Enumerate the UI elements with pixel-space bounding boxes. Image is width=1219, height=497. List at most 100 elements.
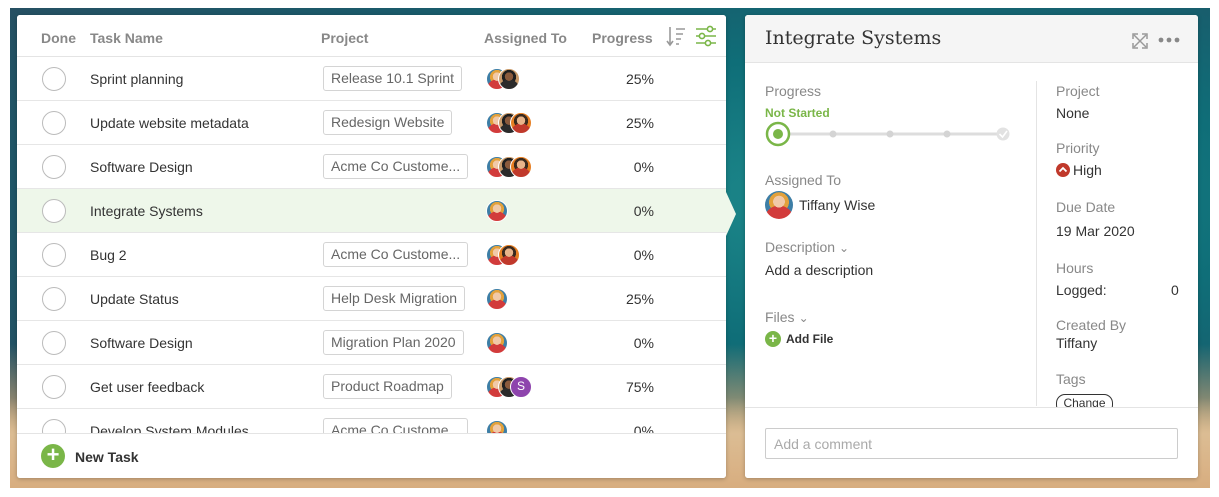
task-detail-panel: Integrate Systems Progress Not Started A… xyxy=(745,15,1198,478)
progress-value: 0% xyxy=(633,247,654,263)
header-progress[interactable]: Progress xyxy=(592,30,653,46)
project-tag[interactable]: Acme Co Custome... xyxy=(323,154,469,179)
done-checkbox[interactable] xyxy=(42,331,66,355)
detail-title[interactable]: Integrate Systems xyxy=(765,27,942,49)
project-tag[interactable]: Acme Co Custome... xyxy=(323,418,469,433)
comment-bar xyxy=(745,407,1198,478)
avatar xyxy=(510,156,532,178)
progress-value: 25% xyxy=(625,291,654,307)
done-checkbox[interactable] xyxy=(42,111,66,135)
filter-settings-icon[interactable] xyxy=(695,25,717,47)
task-rows: Sprint planning Release 10.1 Sprint 25% … xyxy=(17,57,726,433)
done-checkbox[interactable] xyxy=(42,419,66,433)
comment-input[interactable] xyxy=(765,428,1178,459)
avatar xyxy=(486,332,508,354)
task-name[interactable]: Develop System Modules xyxy=(90,423,249,433)
header-task-name[interactable]: Task Name xyxy=(90,30,163,46)
done-checkbox[interactable] xyxy=(42,155,66,179)
task-name[interactable]: Bug 2 xyxy=(90,247,127,263)
task-name[interactable]: Integrate Systems xyxy=(90,203,203,219)
more-options-icon[interactable] xyxy=(1158,37,1180,43)
task-name[interactable]: Get user feedback xyxy=(90,379,205,395)
done-checkbox[interactable] xyxy=(42,375,66,399)
avatar xyxy=(498,244,520,266)
header-project[interactable]: Project xyxy=(321,30,369,46)
table-header: Done Task Name Project Assigned To Progr… xyxy=(17,15,726,57)
hours-label: Hours xyxy=(1056,260,1094,276)
files-label: Files xyxy=(765,309,795,325)
description-field[interactable]: Add a description xyxy=(765,262,874,278)
selection-pointer xyxy=(726,192,736,236)
project-tag[interactable]: Product Roadmap xyxy=(323,374,452,399)
new-task-button[interactable]: New Task xyxy=(75,449,139,465)
add-file-button[interactable]: Add File xyxy=(786,332,834,346)
expand-icon[interactable] xyxy=(1132,33,1148,49)
avatar-initial: S xyxy=(510,376,532,398)
table-row[interactable]: Update website metadata Redesign Website… xyxy=(17,101,726,145)
project-tag[interactable]: Acme Co Custome... xyxy=(323,242,469,267)
chevron-down-icon: ⌄ xyxy=(839,241,850,255)
project-tag[interactable]: Migration Plan 2020 xyxy=(323,330,464,355)
task-name[interactable]: Software Design xyxy=(90,159,193,175)
progress-value: 25% xyxy=(625,115,654,131)
progress-value: 0% xyxy=(633,335,654,351)
priority-value[interactable]: High xyxy=(1073,162,1102,178)
avatar xyxy=(510,112,532,134)
done-checkbox[interactable] xyxy=(42,243,66,267)
new-task-bar[interactable]: + New Task xyxy=(17,433,726,478)
table-row[interactable]: Bug 2 Acme Co Custome... 0% xyxy=(17,233,726,277)
project-tag[interactable]: Release 10.1 Sprint xyxy=(323,66,462,91)
add-file-icon[interactable]: + xyxy=(765,331,781,347)
due-date-value[interactable]: 19 Mar 2020 xyxy=(1056,223,1135,239)
task-name[interactable]: Update Status xyxy=(90,291,179,307)
priority-label: Priority xyxy=(1056,140,1100,156)
progress-value: 75% xyxy=(625,379,654,395)
assigned-to-label: Assigned To xyxy=(765,172,842,188)
project-tag[interactable]: Redesign Website xyxy=(323,110,453,135)
created-by-label: Created By xyxy=(1056,317,1127,333)
assignee-avatar[interactable] xyxy=(765,191,793,219)
done-checkbox[interactable] xyxy=(42,67,66,91)
table-row[interactable]: Get user feedback Product Roadmap S 75% xyxy=(17,365,726,409)
project-tag[interactable]: Help Desk Migration xyxy=(323,286,466,311)
progress-value: 25% xyxy=(625,71,654,87)
task-name[interactable]: Update website metadata xyxy=(90,115,249,131)
created-by-value: Tiffany xyxy=(1056,335,1098,351)
header-assigned-to[interactable]: Assigned To xyxy=(484,30,567,46)
table-row-selected[interactable]: Integrate Systems 0% xyxy=(17,189,726,233)
header-done[interactable]: Done xyxy=(41,30,76,46)
done-checkbox[interactable] xyxy=(42,287,66,311)
due-date-label: Due Date xyxy=(1056,199,1116,215)
priority-high-icon xyxy=(1056,163,1070,177)
plus-icon[interactable]: + xyxy=(41,444,65,468)
done-checkbox[interactable] xyxy=(42,199,66,223)
description-toggle[interactable]: Description ⌄ xyxy=(765,239,849,255)
sort-icon[interactable] xyxy=(666,25,686,47)
progress-value: 0% xyxy=(633,203,654,219)
table-row[interactable]: Update Status Help Desk Migration 25% xyxy=(17,277,726,321)
table-row[interactable]: Software Design Acme Co Custome... 0% xyxy=(17,145,726,189)
task-name[interactable]: Software Design xyxy=(90,335,193,351)
logged-value[interactable]: 0 xyxy=(1171,282,1179,298)
description-label: Description xyxy=(765,239,836,255)
project-label: Project xyxy=(1056,83,1100,99)
avatar xyxy=(486,420,508,433)
progress-status: Not Started xyxy=(765,106,830,120)
task-name[interactable]: Sprint planning xyxy=(90,71,184,87)
progress-label: Progress xyxy=(765,83,822,99)
column-divider xyxy=(1036,81,1037,406)
table-row[interactable]: Sprint planning Release 10.1 Sprint 25% xyxy=(17,57,726,101)
progress-track[interactable] xyxy=(765,121,1015,147)
avatar xyxy=(498,68,520,90)
task-list-panel: Done Task Name Project Assigned To Progr… xyxy=(17,15,726,478)
progress-value: 0% xyxy=(633,159,654,175)
progress-value: 0% xyxy=(633,423,654,433)
assignee-name[interactable]: Tiffany Wise xyxy=(799,197,876,213)
chevron-down-icon: ⌄ xyxy=(798,311,809,325)
tags-label: Tags xyxy=(1056,371,1086,387)
table-row[interactable]: Develop System Modules Acme Co Custome..… xyxy=(17,409,726,433)
avatar xyxy=(486,288,508,310)
files-toggle[interactable]: Files ⌄ xyxy=(765,309,809,325)
project-value[interactable]: None xyxy=(1056,105,1090,121)
table-row[interactable]: Software Design Migration Plan 2020 0% xyxy=(17,321,726,365)
